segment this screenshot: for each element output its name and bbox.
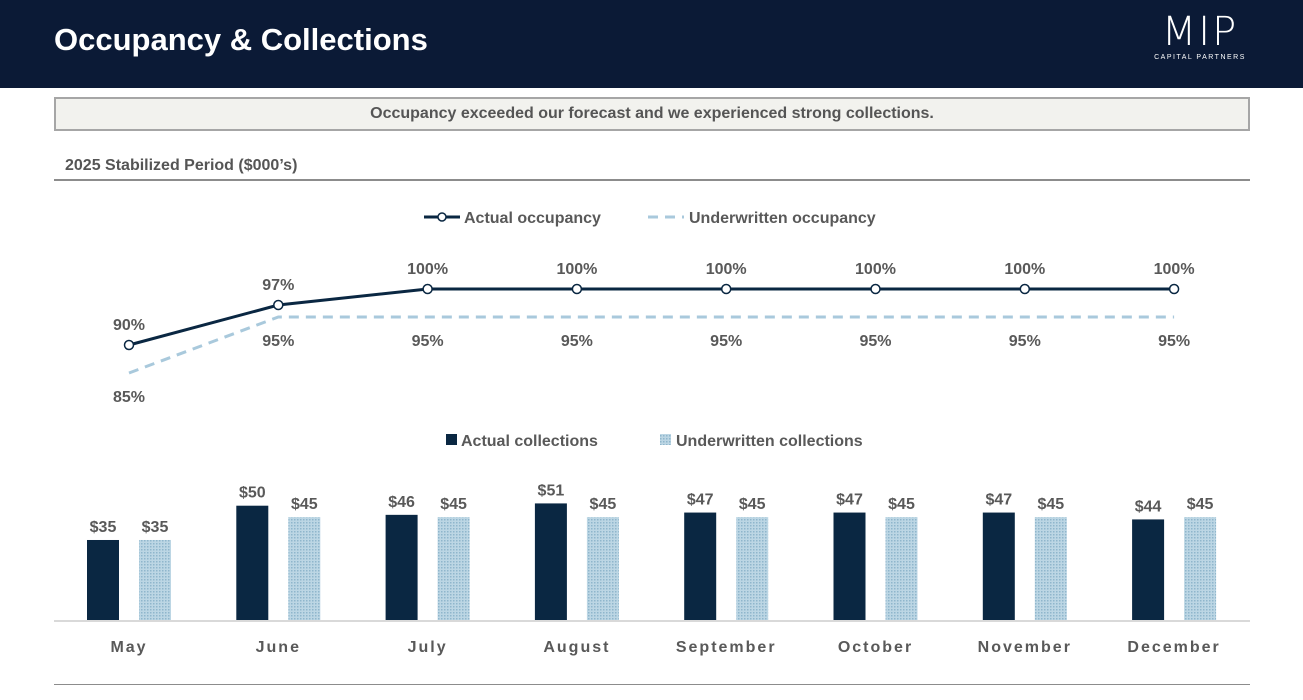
- actual-collections-label: $51: [538, 482, 565, 499]
- actual-occupancy-label: 100%: [1154, 261, 1195, 278]
- logo-mark: MIP: [1161, 9, 1239, 55]
- divider-bottom: [54, 684, 1250, 685]
- x-tick-label: December: [1127, 639, 1220, 656]
- logo: MIP CAPITAL PARTNERS: [1148, 12, 1252, 61]
- x-tick-label: June: [256, 639, 301, 656]
- actual-occupancy-label: 100%: [855, 261, 896, 278]
- actual-collections-label: $44: [1135, 498, 1162, 515]
- legend-actual-occupancy: Actual occupancy: [464, 210, 601, 227]
- header-bar: Occupancy & Collections MIP CAPITAL PART…: [0, 0, 1303, 88]
- legend-underwritten-collections: Underwritten collections: [676, 433, 863, 450]
- actual-collections-bar: [982, 512, 1015, 620]
- actual-collections-label: $47: [985, 492, 1012, 509]
- underwritten-occupancy-line: [128, 315, 1175, 375]
- actual-collections-bar: [87, 539, 119, 620]
- underwritten-occupancy-label: 95%: [412, 333, 444, 350]
- underwritten-occupancy-label: 95%: [561, 333, 593, 350]
- divider-top: [54, 179, 1250, 181]
- underwritten-collections-bar: [736, 517, 769, 620]
- actual-occupancy-point: [571, 283, 583, 295]
- actual-occupancy-point: [422, 283, 433, 295]
- actual-collections-label: $46: [388, 494, 415, 511]
- actual-collections-bar: [236, 505, 269, 620]
- actual-collections-bar: [534, 503, 567, 620]
- actual-occupancy-label: 100%: [407, 261, 448, 278]
- legend-actual-occupancy-marker: [437, 212, 447, 222]
- underwritten-collections-label: $45: [888, 496, 915, 513]
- underwritten-collections-label: $45: [1187, 496, 1214, 513]
- summary-banner: Occupancy exceeded our forecast and we e…: [54, 97, 1250, 131]
- actual-collections-bar: [833, 512, 866, 620]
- underwritten-collections-label: $45: [291, 496, 318, 513]
- actual-occupancy-label: 100%: [706, 261, 747, 278]
- actual-collections-label: $47: [687, 492, 714, 509]
- underwritten-occupancy-label: 95%: [710, 333, 742, 350]
- underwritten-collections-bar: [437, 517, 470, 620]
- x-tick-label: August: [543, 639, 610, 656]
- actual-occupancy-label: 100%: [556, 261, 597, 278]
- actual-occupancy-point: [870, 283, 881, 295]
- underwritten-collections-label: $45: [1037, 496, 1064, 513]
- actual-occupancy-label: 97%: [262, 277, 294, 294]
- x-tick-label: November: [978, 639, 1072, 656]
- x-tick-label: July: [408, 639, 448, 656]
- underwritten-collections-label: $45: [739, 496, 766, 513]
- underwritten-collections-label: $45: [590, 496, 617, 513]
- x-tick-label: September: [676, 639, 777, 656]
- actual-occupancy-point: [1019, 283, 1031, 295]
- actual-occupancy-point: [273, 299, 284, 311]
- actual-occupancy-point: [720, 283, 732, 295]
- underwritten-occupancy-label: 95%: [262, 333, 294, 350]
- logo-subtitle: CAPITAL PARTNERS: [1154, 54, 1246, 61]
- actual-collections-label: $50: [239, 485, 266, 502]
- underwritten-collections-bar: [288, 517, 321, 620]
- actual-collections-bar: [684, 512, 717, 620]
- underwritten-collections-bar: [1184, 517, 1217, 620]
- actual-occupancy-label: 100%: [1004, 261, 1045, 278]
- underwritten-collections-label: $45: [440, 496, 467, 513]
- actual-collections-bar: [385, 514, 418, 620]
- underwritten-occupancy-label: 85%: [113, 389, 145, 406]
- legend-underwritten-occupancy: Underwritten occupancy: [689, 210, 876, 227]
- underwritten-collections-bar: [139, 539, 171, 620]
- actual-collections-bar: [1132, 519, 1165, 620]
- section-subtitle: 2025 Stabilized Period ($000’s): [65, 157, 298, 174]
- actual-collections-label: $47: [836, 492, 863, 509]
- actual-occupancy-line: [128, 287, 1175, 347]
- actual-occupancy-label: 90%: [113, 317, 145, 334]
- x-tick-label: October: [838, 639, 913, 656]
- legend-underwritten-collections-swatch: [660, 434, 671, 445]
- actual-collections-label: $35: [90, 519, 117, 536]
- underwritten-collections-label: $35: [142, 519, 169, 536]
- page-title: Occupancy & Collections: [54, 22, 428, 57]
- underwritten-occupancy-label: 95%: [1009, 333, 1041, 350]
- x-tick-label: May: [110, 639, 147, 656]
- underwritten-collections-bar: [586, 517, 619, 620]
- legend-actual-collections: Actual collections: [461, 433, 598, 450]
- underwritten-occupancy-label: 95%: [859, 333, 891, 350]
- actual-occupancy-point: [1168, 283, 1180, 295]
- underwritten-occupancy-label: 95%: [1158, 333, 1190, 350]
- underwritten-collections-bar: [885, 517, 918, 620]
- underwritten-collections-bar: [1034, 517, 1067, 620]
- legend-actual-collections-swatch: [446, 434, 457, 445]
- actual-occupancy-point: [123, 339, 135, 351]
